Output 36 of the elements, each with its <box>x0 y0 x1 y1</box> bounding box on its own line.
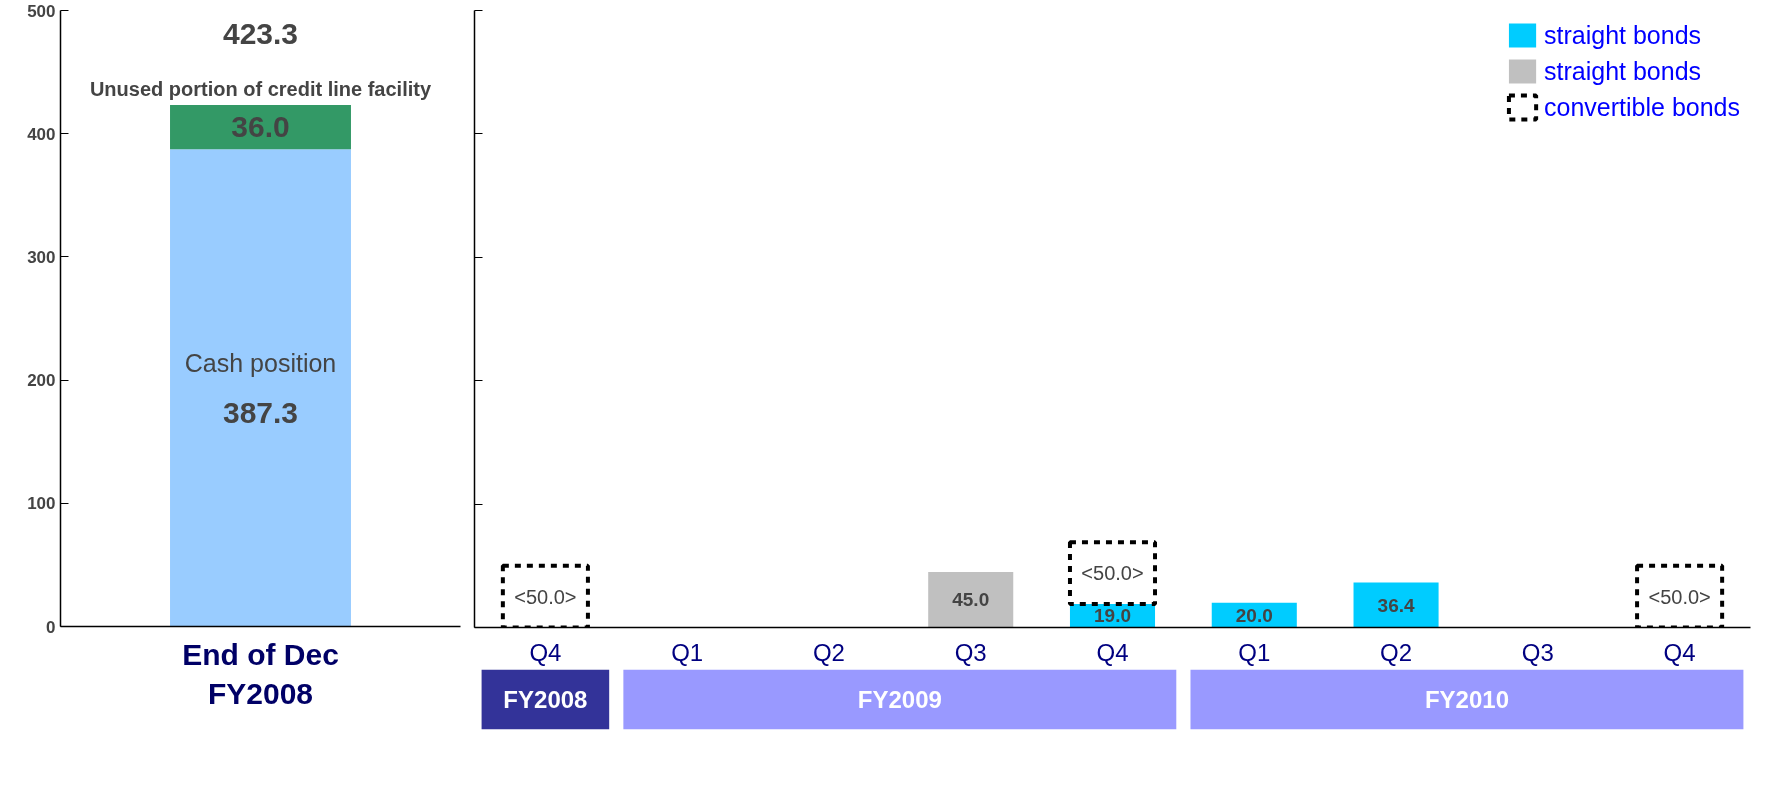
data-label: 387.3 <box>222 395 299 429</box>
x-tick-label: Q1 <box>1238 638 1271 666</box>
y-tick-label: 200 <box>27 371 56 391</box>
x-tick-label: Q3 <box>1521 638 1554 666</box>
data-label: 20.0 <box>1235 604 1273 626</box>
data-label: 19.0 <box>1094 605 1131 627</box>
y-tick-label: 300 <box>27 247 56 267</box>
series-label: Cash position <box>184 349 337 378</box>
x-tick-label: Q4 <box>1663 638 1696 666</box>
legend-label: straight bonds <box>1544 56 1702 86</box>
data-label: 36.4 <box>1377 594 1415 616</box>
data-label: <50.0> <box>1648 585 1711 608</box>
x-tick-label: Q1 <box>671 638 704 666</box>
text: FY2009 <box>857 686 942 713</box>
y-tick-label: 400 <box>27 124 56 144</box>
x-tick-label: End of Dec FY2008 <box>182 637 339 711</box>
x-tick-label: Q2 <box>812 638 845 666</box>
bar <box>928 571 1014 628</box>
x-tick-label: Q3 <box>954 638 987 666</box>
y-tick-label: 0 <box>46 617 56 637</box>
x-tick-label: Q4 <box>1096 638 1129 666</box>
y-tick-label: 100 <box>27 494 56 514</box>
text: FY2008 <box>503 686 588 713</box>
legend-label: convertible bonds <box>1544 92 1740 122</box>
series-label: Unused portion of credit line facility <box>89 78 432 101</box>
data-label: <50.0> <box>514 585 577 608</box>
y-tick-label: 500 <box>27 1 56 21</box>
legend-label: straight bonds <box>1544 20 1702 50</box>
data-label: 45.0 <box>952 589 990 611</box>
data-label: 36.0 <box>231 110 290 144</box>
bar <box>1353 582 1439 628</box>
text: FY2010 <box>1424 686 1509 713</box>
data-label: <50.0> <box>1081 562 1144 585</box>
total-label: 423.3 <box>222 17 299 51</box>
x-tick-label: Q2 <box>1380 638 1413 666</box>
x-tick-label: Q4 <box>529 638 562 666</box>
